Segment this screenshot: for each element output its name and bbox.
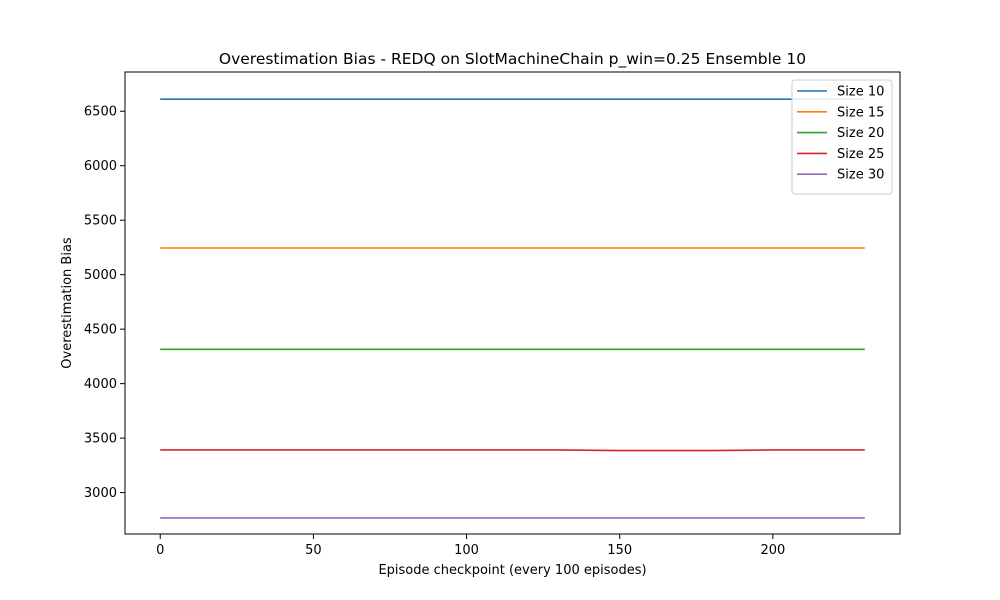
x-tick-label: 100 xyxy=(454,543,479,558)
legend-label: Size 15 xyxy=(837,105,884,120)
x-axis-ticks: 0 50 100 150 200 xyxy=(156,534,785,558)
x-tick-label: 50 xyxy=(305,543,322,558)
chart-title: Overestimation Bias - REDQ on SlotMachin… xyxy=(219,50,806,69)
x-axis-label: Episode checkpoint (every 100 episodes) xyxy=(378,563,646,578)
y-tick-label: 4500 xyxy=(84,323,117,338)
y-axis-label: Overestimation Bias xyxy=(60,237,75,369)
y-tick-label: 6500 xyxy=(84,105,117,120)
x-tick-label: 150 xyxy=(607,543,632,558)
legend-label: Size 20 xyxy=(837,126,884,141)
legend-box xyxy=(791,79,893,195)
legend-label: Size 30 xyxy=(837,168,884,183)
legend-label: Size 25 xyxy=(837,147,884,162)
y-tick-label: 5000 xyxy=(84,268,117,283)
y-axis-ticks: 3000 3500 4000 4500 5000 5500 6000 6500 xyxy=(84,105,125,501)
y-tick-label: 3000 xyxy=(84,486,117,501)
plot-frame xyxy=(124,71,901,535)
legend-label: Size 10 xyxy=(837,85,884,100)
x-tick-label: 0 xyxy=(156,543,164,558)
y-tick-label: 5500 xyxy=(84,214,117,229)
x-tick-label: 200 xyxy=(760,543,785,558)
y-tick-label: 4000 xyxy=(84,377,117,392)
plot-lines xyxy=(160,98,865,519)
series-line-4 xyxy=(160,449,865,452)
y-tick-label: 3500 xyxy=(84,432,117,447)
y-tick-label: 6000 xyxy=(84,159,117,174)
legend: Size 10 Size 15 Size 20 Size 25 Size 30 xyxy=(791,79,893,195)
